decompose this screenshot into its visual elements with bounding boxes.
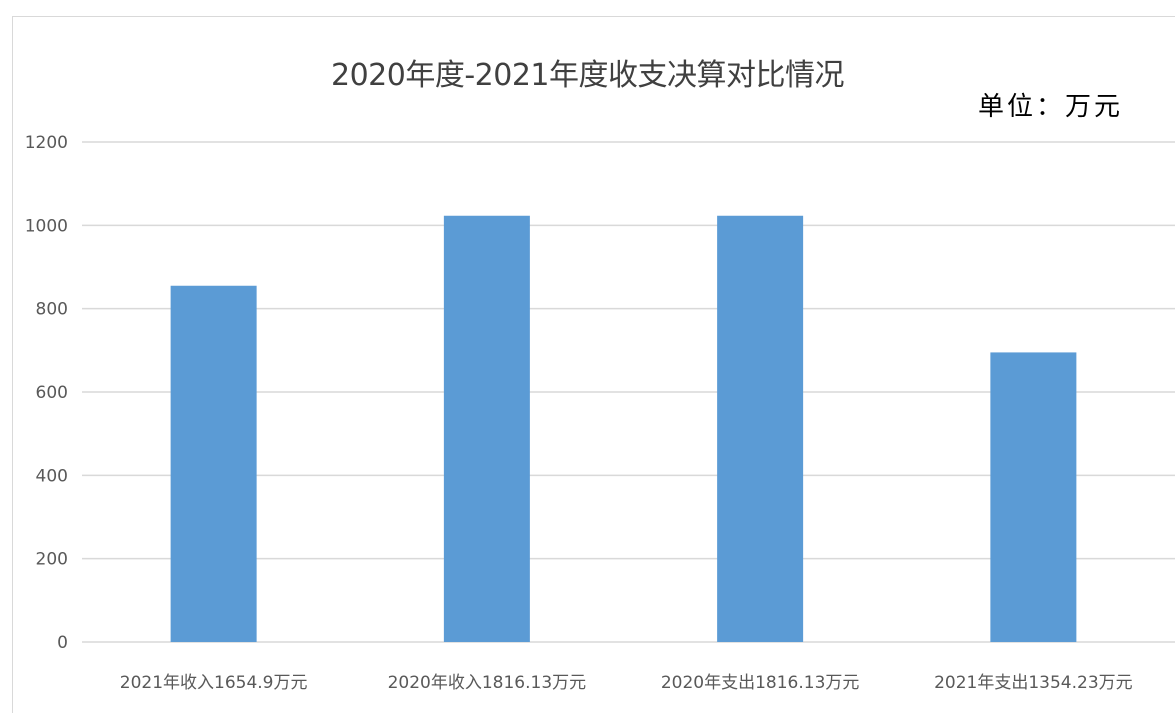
bars bbox=[170, 215, 1077, 642]
bar bbox=[990, 352, 1077, 642]
bar bbox=[717, 215, 804, 642]
y-tick-label: 0 bbox=[57, 633, 68, 653]
y-tick-label: 400 bbox=[36, 466, 68, 486]
unit-label: 单位：万元 bbox=[977, 92, 1123, 122]
y-tick-label: 200 bbox=[36, 550, 68, 570]
x-axis-labels: 2021年收入1654.9万元 2020年收入1816.13万元 2020年支出18… bbox=[120, 673, 1133, 693]
bar bbox=[170, 285, 257, 642]
chart-frame bbox=[12, 16, 1175, 713]
x-category-label: 2020年支出1816.13万元 bbox=[661, 673, 860, 693]
y-tick-label: 1000 bbox=[25, 216, 68, 236]
y-tick-label: 600 bbox=[36, 383, 68, 403]
bar bbox=[443, 215, 530, 642]
y-tick-label: 800 bbox=[36, 300, 68, 320]
y-axis-ticks: 0 200 400 600 800 1000 1200 bbox=[25, 133, 68, 653]
x-category-label: 2021年收入1654.9万元 bbox=[120, 673, 308, 693]
x-category-label: 2020年收入1816.13万元 bbox=[388, 673, 587, 693]
chart-title: 2020年度-2021年度收支决算对比情况 bbox=[330, 58, 845, 93]
x-category-label: 2021年支出1354.23万元 bbox=[934, 673, 1133, 693]
y-tick-label: 1200 bbox=[25, 133, 68, 153]
